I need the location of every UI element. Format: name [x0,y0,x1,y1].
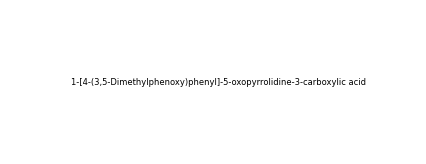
Text: 1-[4-(3,5-Dimethylphenoxy)phenyl]-5-oxopyrrolidine-3-carboxylic acid: 1-[4-(3,5-Dimethylphenoxy)phenyl]-5-oxop… [71,78,366,87]
